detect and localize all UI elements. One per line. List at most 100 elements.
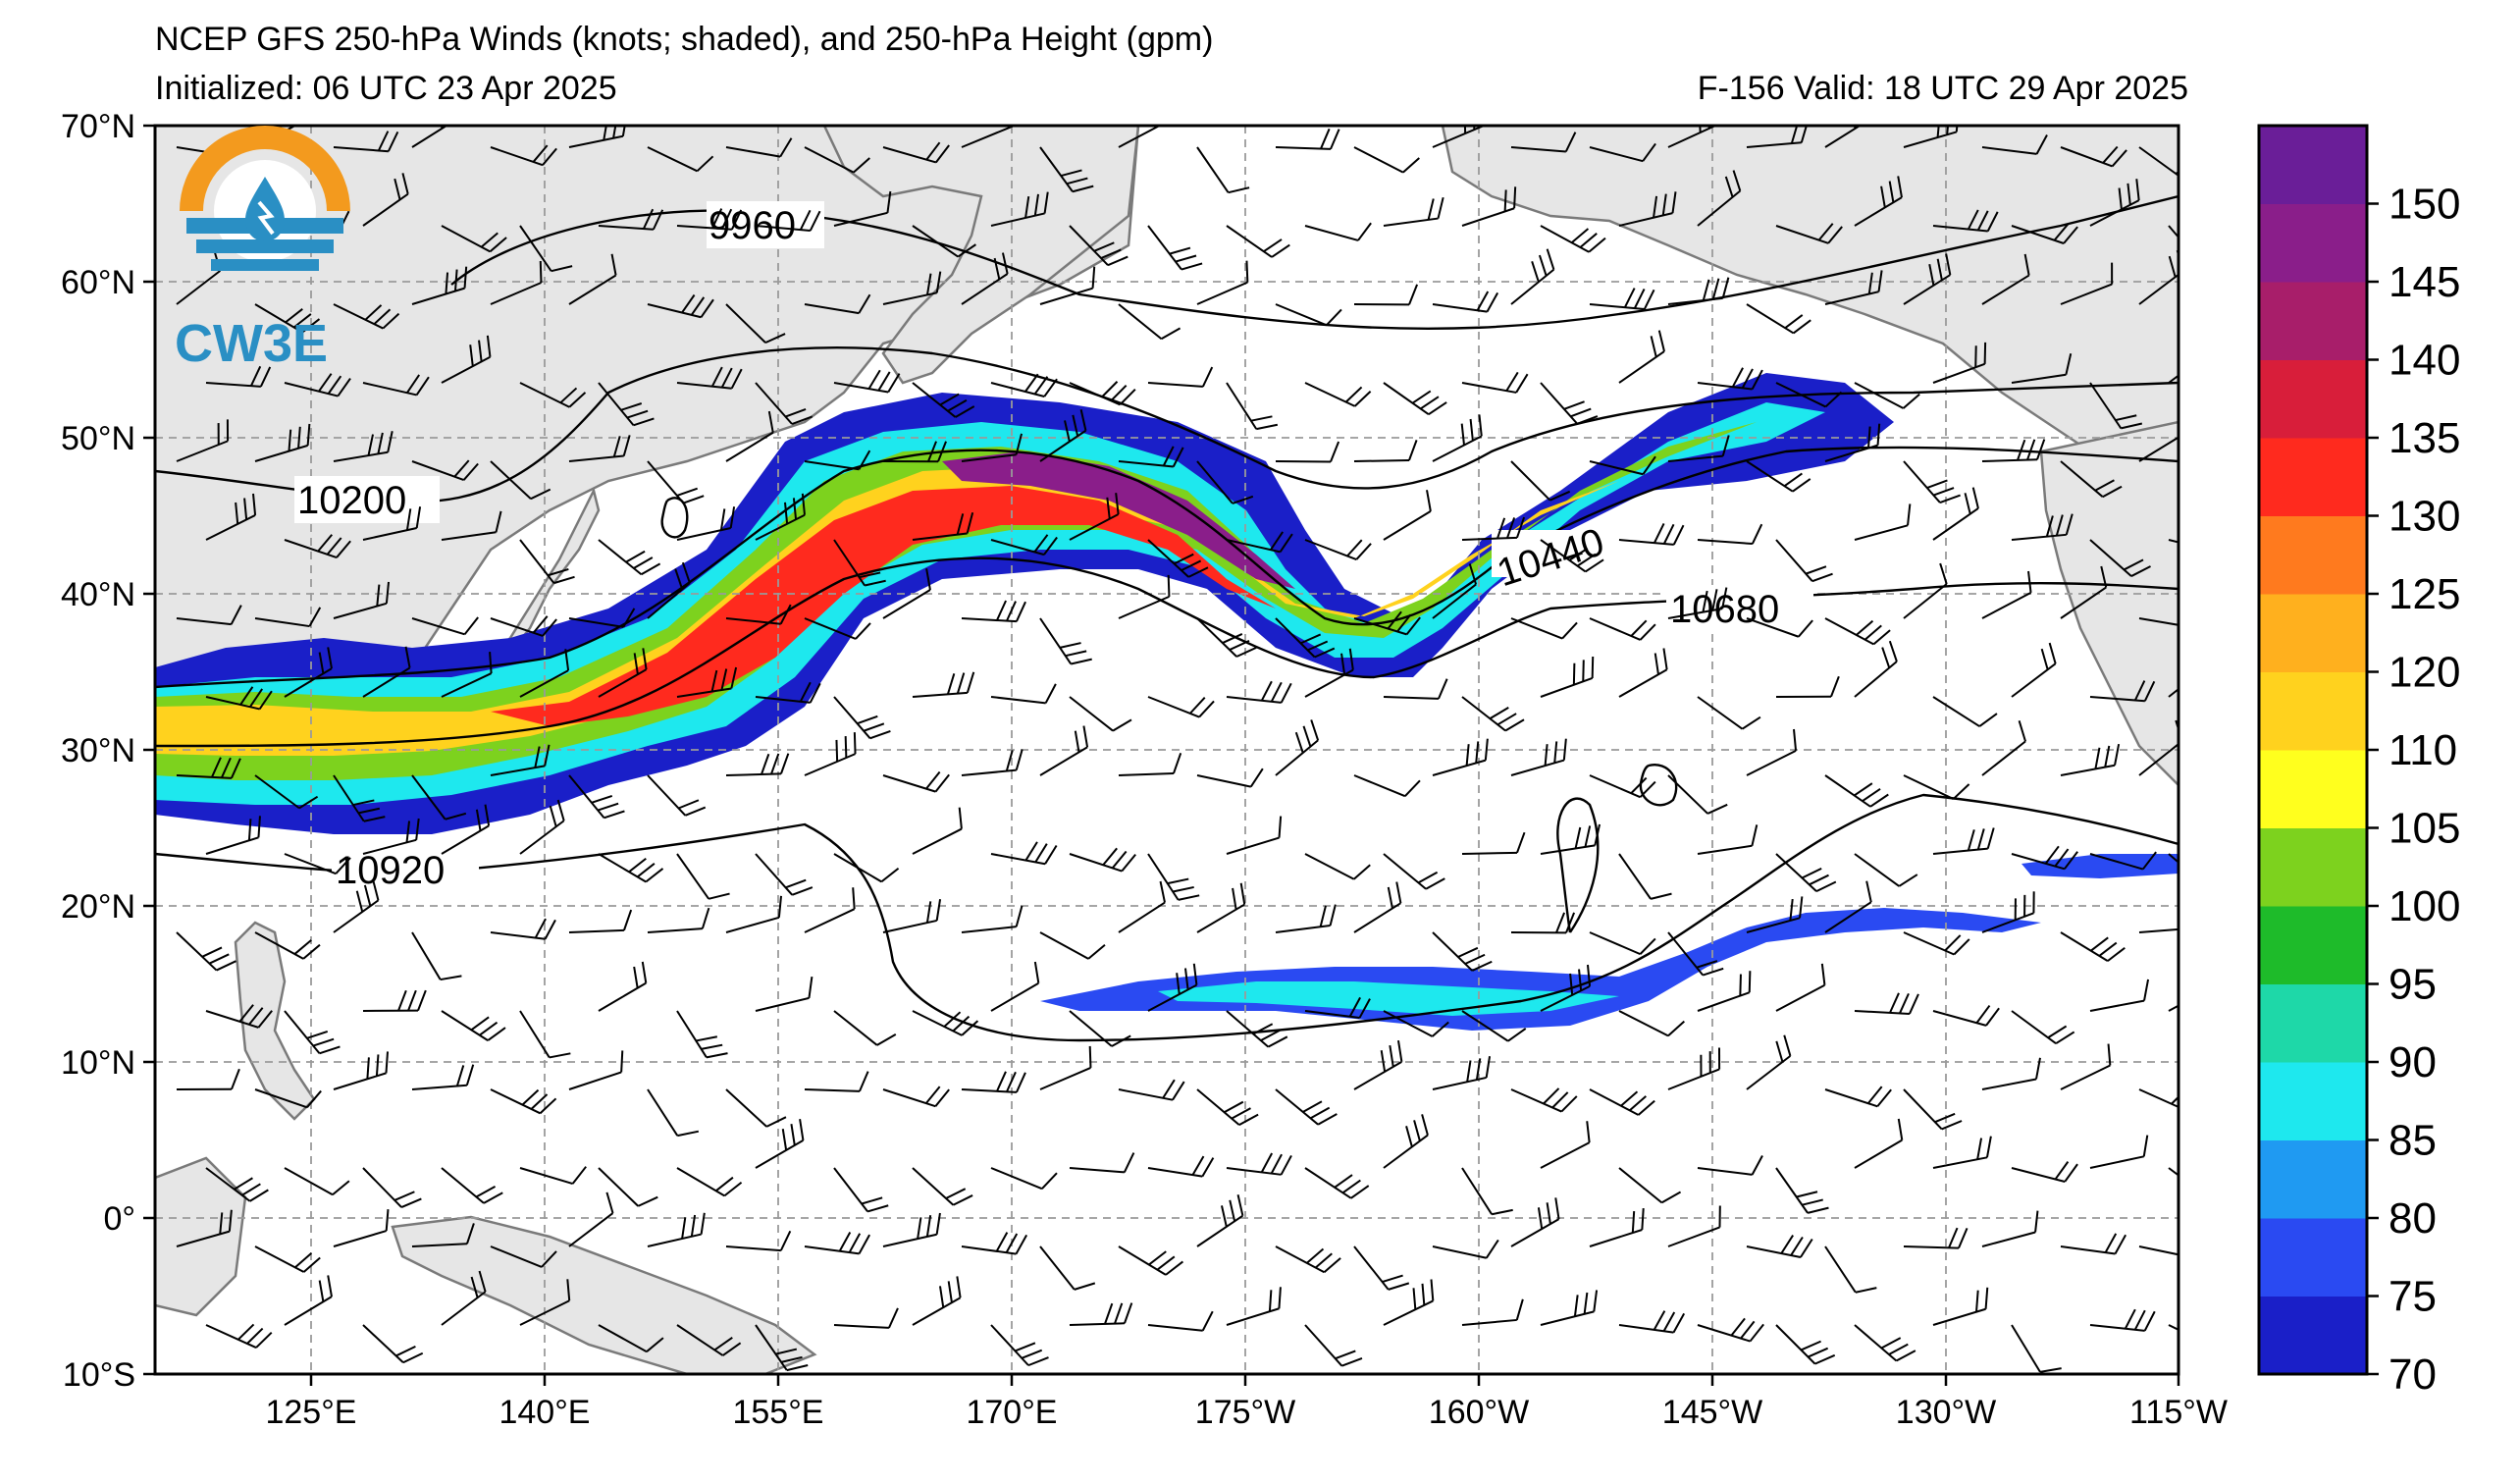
lon-label-125e: 125°E xyxy=(265,1394,356,1431)
wind-barb xyxy=(1432,563,1478,619)
colorbar: 70 75 80 85 90 95 100 105 110 120 125 130 135 140 145 1… xyxy=(2257,124,2460,1399)
colorbar-segment xyxy=(2259,671,2367,751)
wind-barb xyxy=(725,303,786,344)
wind-barb xyxy=(1353,1039,1403,1090)
wind-barb xyxy=(1039,146,1094,193)
wind-barb xyxy=(1589,455,1656,476)
lon-label-115w: 115°W xyxy=(2129,1394,2228,1431)
wind-barb xyxy=(1353,284,1419,306)
wind-barb xyxy=(1903,1227,1969,1249)
colorbar-segment xyxy=(2259,282,2367,360)
wind-barb xyxy=(1697,170,1742,227)
wind-barb xyxy=(254,931,321,960)
colorbar-segment xyxy=(2259,906,2367,984)
wind-barb xyxy=(1589,931,1656,956)
wind-barb xyxy=(1697,367,1763,391)
wind-barb xyxy=(804,617,871,640)
wind-barb xyxy=(1432,738,1489,776)
land-philippines xyxy=(234,921,316,1121)
wind-barb xyxy=(1618,522,1685,546)
wind-barb xyxy=(598,961,648,1012)
wind-barb xyxy=(1304,996,1371,1019)
wind-barb xyxy=(882,568,931,619)
wind-barb xyxy=(912,671,975,698)
wind-barb xyxy=(961,126,1014,148)
wind-barb xyxy=(1383,490,1432,541)
colorbar-tick-label: 150 xyxy=(2389,181,2460,229)
wind-barb xyxy=(2060,743,2121,776)
map-title: NCEP GFS 250-hPa Winds (knots; shaded), … xyxy=(155,21,1214,58)
lon-axis xyxy=(309,1374,2180,1386)
wind-barb xyxy=(1510,460,1571,502)
wind-barb xyxy=(833,853,900,883)
wind-barb xyxy=(254,423,311,462)
wind-barb xyxy=(1854,853,1918,887)
cw3e-logo-icon: CW3E xyxy=(175,126,350,373)
wind-barb xyxy=(1353,440,1418,462)
wind-barb xyxy=(2011,845,2078,871)
wind-barb xyxy=(519,539,575,585)
wind-barb xyxy=(676,1324,742,1356)
wind-barb xyxy=(990,534,1058,556)
wind-barb xyxy=(2168,374,2179,384)
wind-barb xyxy=(882,899,942,933)
wind-barb xyxy=(2138,1245,2179,1256)
wind-barb xyxy=(833,369,901,394)
wind-barb xyxy=(1932,209,1999,233)
wind-barb xyxy=(2060,460,2123,499)
wind-barb xyxy=(411,459,479,482)
wind-barb xyxy=(333,774,386,822)
wind-barb xyxy=(804,887,856,933)
wind-barb xyxy=(1618,330,1665,384)
lat-label-40n: 40°N xyxy=(61,576,135,613)
wind-barb xyxy=(333,131,399,153)
wind-barb xyxy=(647,907,710,933)
wind-barb xyxy=(1854,503,1912,541)
lat-labels: 70°N 60°N 50°N 40°N 30°N 20°N 10°N 0° 10… xyxy=(61,108,135,1394)
wind-barb xyxy=(1383,382,1447,416)
wind-barb xyxy=(1304,222,1372,241)
wind-barb xyxy=(1589,774,1656,799)
wind-barb xyxy=(2011,642,2057,698)
wind-barb xyxy=(1932,827,1995,855)
land-north-america xyxy=(2039,420,2179,787)
wind-barb xyxy=(1196,768,1264,788)
wind-barb xyxy=(176,1068,240,1090)
lon-label-155e: 155°E xyxy=(732,1394,823,1431)
wind-barb xyxy=(2011,1161,2078,1183)
wind-barb xyxy=(519,1166,587,1186)
wind-barb xyxy=(1353,1245,1410,1291)
wind-barb xyxy=(1540,382,1599,425)
wind-barb xyxy=(647,774,707,817)
wind-barb xyxy=(1775,223,1843,244)
colorbar-segment xyxy=(2259,827,2367,907)
wind-barb xyxy=(1697,971,1752,1012)
gridlines xyxy=(155,126,2179,1374)
wind-barb xyxy=(2168,1324,2179,1331)
wind-barb xyxy=(598,382,655,427)
wind-barb xyxy=(2011,1324,2062,1373)
wind-barb xyxy=(362,374,430,397)
colorbar-segment xyxy=(2259,126,2367,204)
wind-barb xyxy=(333,431,394,462)
wind-barb xyxy=(1540,1290,1599,1326)
wind-barb xyxy=(990,683,1057,705)
wind-barb xyxy=(411,931,462,981)
wind-barb xyxy=(1304,382,1372,407)
colorbar-tick-label: 125 xyxy=(2389,570,2460,618)
colorbar-tick-label: 90 xyxy=(2389,1038,2437,1086)
wind-barb xyxy=(1618,853,1672,900)
colorbar-segment xyxy=(2259,1139,2367,1219)
wind-barb xyxy=(1196,617,1257,658)
wind-barb xyxy=(833,696,891,740)
wind-barb xyxy=(1618,191,1677,227)
lat-label-60n: 60°N xyxy=(61,264,135,301)
wind-barb xyxy=(1432,1056,1492,1090)
wind-barb xyxy=(519,799,565,855)
wind-barb xyxy=(755,209,821,232)
colorbar-tick-label: 75 xyxy=(2389,1273,2437,1321)
wind-barb xyxy=(1824,1086,1892,1108)
wind-barb xyxy=(2089,179,2140,227)
wind-barb xyxy=(1226,1010,1288,1048)
wind-barb xyxy=(2011,1010,2075,1045)
